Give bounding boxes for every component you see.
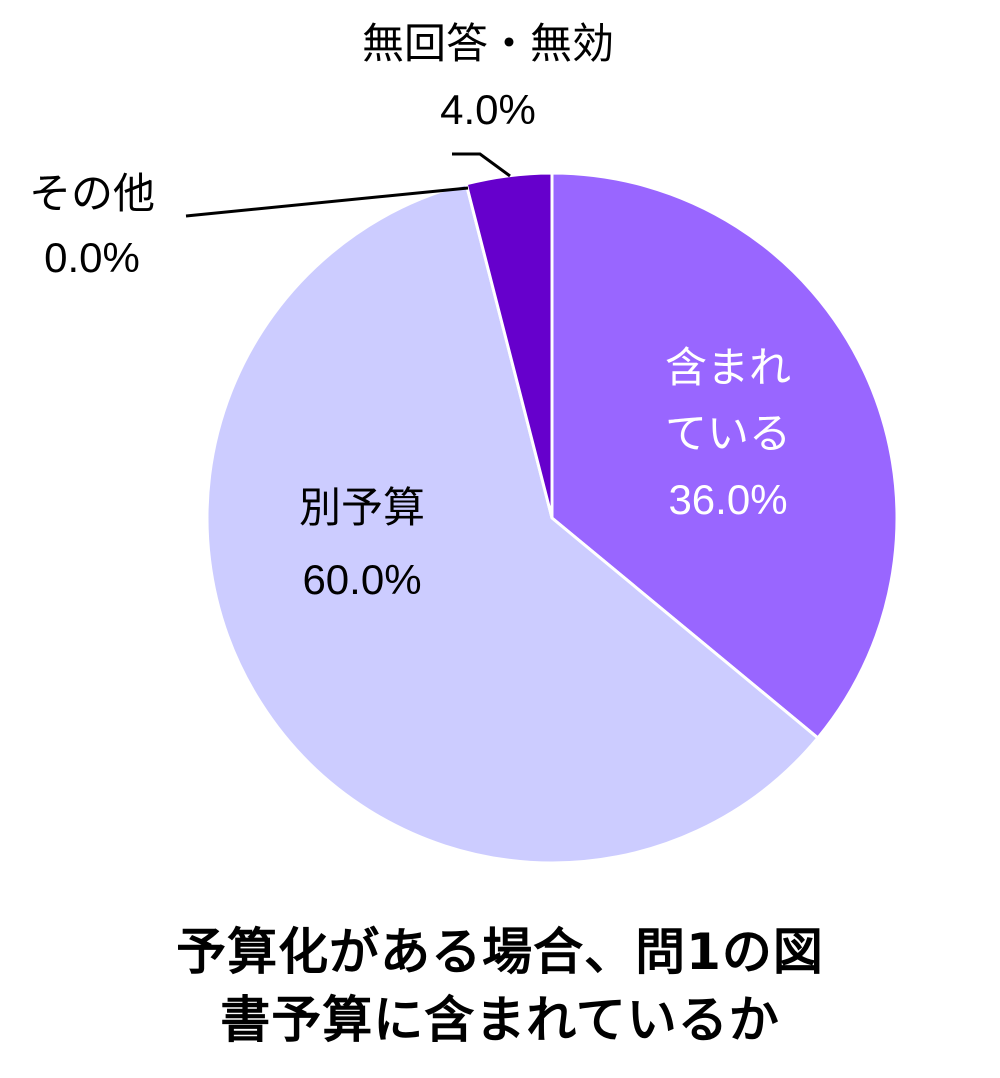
leader-line (452, 152, 511, 178)
slice-value-label: 60.0% (302, 556, 421, 603)
chart-title-line-2: 書予算に含まれているか (220, 991, 780, 1049)
slice-value-label: 0.0% (44, 234, 140, 281)
leader-line (185, 186, 469, 218)
slice-label: その他 (29, 169, 155, 218)
slice-label: ている (665, 409, 791, 458)
pie-slice (550, 171, 899, 741)
slice-label: 含まれ (665, 343, 791, 392)
pie-slice (205, 182, 820, 865)
chart-title-line-1: 予算化がある場合、問1の図 (176, 923, 824, 981)
slice-label: 別予算 (299, 483, 425, 532)
slice-value-label: 4.0% (440, 86, 536, 133)
slice-label: 無回答・無効 (362, 19, 614, 68)
pie-chart-svg: 含まれている 36.0% 別予算 60.0% その他 0.0% 無回答・無効 4.0% (29, 19, 899, 865)
pie-labels: 含まれている 36.0% 別予算 60.0% その他 0.0% 無回答・無効 4.0% (29, 19, 791, 603)
pie-slices (205, 171, 899, 865)
slice-value-label: 36.0% (668, 476, 787, 523)
